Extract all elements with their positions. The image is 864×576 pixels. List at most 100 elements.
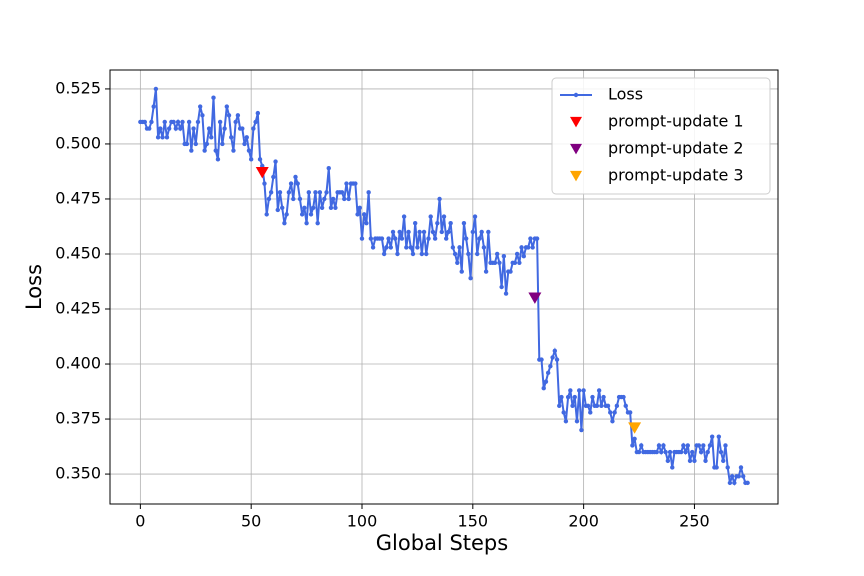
loss-point: [209, 135, 214, 140]
loss-point: [627, 410, 633, 415]
loss-point: [437, 196, 442, 202]
loss-point: [503, 291, 509, 296]
loss-point: [517, 260, 522, 265]
loss-point: [346, 196, 351, 202]
loss-point: [315, 220, 320, 226]
loss-point: [492, 260, 498, 265]
loss-point: [576, 388, 582, 393]
loss-point: [435, 220, 440, 226]
loss-point: [519, 245, 524, 250]
loss-point: [295, 181, 300, 186]
loss-point: [745, 480, 750, 486]
loss-point: [328, 205, 334, 210]
loss-point: [521, 253, 526, 259]
loss-point: [636, 449, 642, 455]
loss-point: [388, 245, 394, 250]
y-tick-label: 0.525: [55, 78, 101, 97]
loss-point: [153, 86, 159, 92]
loss-point: [200, 113, 205, 118]
x-tick-label: 100: [347, 512, 378, 531]
loss-point: [725, 465, 730, 470]
loss-point: [736, 474, 741, 479]
loss-point: [226, 113, 232, 118]
x-tick-label: 250: [679, 512, 710, 531]
loss-point: [477, 236, 482, 241]
loss-point: [162, 119, 167, 125]
loss-point: [293, 174, 298, 180]
legend-box: [551, 77, 771, 195]
loss-point: [410, 251, 416, 257]
loss-point: [178, 126, 183, 131]
loss-point: [665, 458, 671, 464]
loss-point: [229, 135, 234, 140]
loss-point: [514, 251, 520, 257]
loss-point: [610, 419, 615, 424]
loss-point: [727, 480, 733, 486]
loss-point: [419, 251, 425, 257]
legend-marker: [570, 143, 582, 155]
loss-point: [280, 205, 285, 210]
loss-point: [581, 388, 586, 393]
loss-point: [599, 403, 604, 409]
loss-point: [444, 236, 449, 241]
loss-point: [630, 443, 635, 448]
loss-point: [344, 181, 349, 186]
loss-point: [563, 419, 569, 424]
loss-point: [463, 236, 469, 241]
loss-point: [428, 214, 433, 219]
loss-point: [448, 220, 453, 226]
loss-point: [459, 269, 464, 274]
y-tick-label: 0.475: [55, 188, 101, 207]
loss-point: [246, 148, 252, 153]
loss-point: [240, 126, 245, 131]
loss-point: [397, 229, 402, 235]
loss-point: [222, 126, 227, 131]
loss-point: [475, 251, 480, 257]
loss-point: [483, 269, 489, 274]
loss-point: [561, 410, 566, 415]
loss-point: [189, 148, 194, 153]
loss-point: [264, 212, 269, 217]
loss-point: [173, 126, 179, 131]
loss-point: [596, 388, 602, 393]
loss-point: [395, 251, 400, 257]
loss-point: [701, 443, 706, 448]
loss-point: [479, 229, 484, 235]
loss-point: [326, 165, 331, 171]
x-tick-label: 50: [241, 512, 261, 531]
loss-point: [286, 190, 292, 195]
loss-point: [450, 245, 456, 250]
loss-point: [284, 212, 289, 217]
loss-point: [501, 253, 507, 259]
loss-point: [741, 474, 746, 479]
loss-point: [663, 449, 668, 455]
x-axis-label: Global Steps: [376, 531, 508, 555]
loss-point: [692, 458, 697, 464]
loss-point: [297, 196, 303, 202]
loss-point: [277, 190, 283, 195]
loss-point: [415, 245, 420, 250]
loss-point: [151, 104, 156, 109]
loss-point: [470, 229, 476, 235]
loss-point: [559, 394, 564, 400]
loss-point: [526, 245, 531, 250]
loss-point: [273, 159, 278, 164]
loss-point: [466, 251, 471, 257]
loss-point: [233, 119, 238, 125]
loss-point: [317, 190, 323, 195]
loss-point: [639, 443, 644, 448]
loss-point: [714, 465, 719, 470]
legend-marker: [570, 116, 582, 128]
loss-point: [468, 275, 473, 281]
loss-point: [359, 236, 365, 241]
loss-point: [149, 119, 154, 125]
legend: Loss prompt-update 1 prompt-update 2 prompt…: [551, 77, 771, 195]
loss-point: [601, 394, 606, 400]
loss-point: [654, 449, 659, 455]
plot-frame: [109, 69, 779, 505]
loss-point: [486, 229, 491, 235]
loss-point: [231, 148, 236, 153]
loss-point: [732, 480, 737, 486]
loss-point: [319, 205, 325, 210]
